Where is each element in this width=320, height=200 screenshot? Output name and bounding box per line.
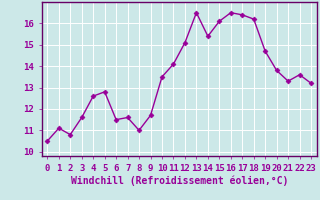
X-axis label: Windchill (Refroidissement éolien,°C): Windchill (Refroidissement éolien,°C) — [70, 175, 288, 186]
